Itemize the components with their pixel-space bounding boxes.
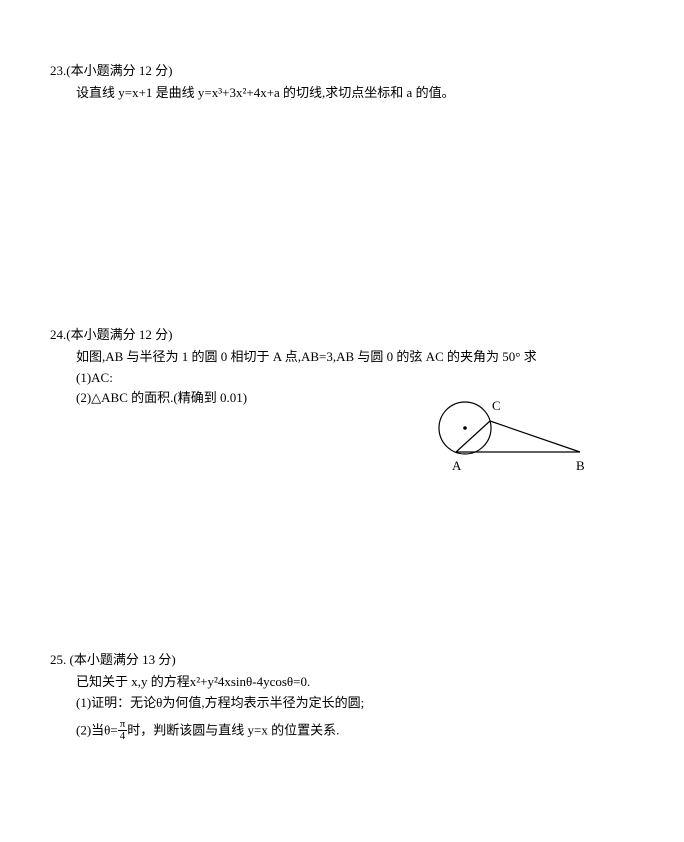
problem-25-sub2-post: 时，判断该圆与直线 y=x 的位置关系. — [127, 722, 339, 737]
problem-24-number: 24. — [50, 327, 66, 342]
problem-25: 25. (本小题满分 13 分) 已知关于 x,y 的方程x²+y²4xsinθ… — [50, 649, 634, 743]
problem-24-header: 24.(本小题满分 12 分) — [50, 324, 634, 343]
problem-23-header: 23.(本小题满分 12 分) — [50, 60, 634, 79]
problem-25-number: 25. — [50, 652, 66, 667]
figure-center-dot — [463, 426, 467, 430]
problem-25-points: (本小题满分 13 分) — [70, 652, 176, 667]
figure-svg: C A B — [420, 388, 600, 498]
fraction-denominator: 4 — [118, 731, 128, 742]
problem-23-points: (本小题满分 12 分) — [66, 63, 172, 78]
problem-25-sub1: (1)证明：无论θ为何值,方程均表示半径为定长的圆; — [76, 693, 634, 714]
page: 23.(本小题满分 12 分) 设直线 y=x+1 是曲线 y=x³+3x²+4… — [0, 0, 684, 783]
problem-23-number: 23. — [50, 63, 66, 78]
problem-25-sub2: (2)当θ=π4时，判断该圆与直线 y=x 的位置关系. — [76, 720, 634, 743]
figure-line-cb — [490, 421, 580, 452]
problem-24-points: (本小题满分 12 分) — [66, 327, 172, 342]
fraction-numerator: π — [118, 719, 128, 731]
problem-24-sub1: (1)AC: — [76, 368, 634, 389]
figure-chord-ac — [456, 421, 490, 452]
problem-24-text: 如图,AB 与半径为 1 的圆 0 相切于 A 点,AB=3,AB 与圆 0 的… — [76, 347, 634, 368]
figure-label-b: B — [576, 458, 585, 473]
problem-23: 23.(本小题满分 12 分) 设直线 y=x+1 是曲线 y=x³+3x²+4… — [50, 60, 634, 104]
figure-label-c: C — [492, 398, 501, 413]
problem-25-body: 已知关于 x,y 的方程x²+y²4xsinθ-4ycosθ=0. (1)证明：… — [50, 672, 634, 743]
fraction-pi-over-4: π4 — [118, 719, 128, 742]
figure-circle-triangle: C A B — [420, 388, 600, 498]
figure-label-a: A — [452, 458, 462, 473]
spacer-1 — [50, 124, 634, 324]
problem-23-body: 设直线 y=x+1 是曲线 y=x³+3x²+4x+a 的切线,求切点坐标和 a… — [50, 83, 634, 104]
problem-23-text: 设直线 y=x+1 是曲线 y=x³+3x²+4x+a 的切线,求切点坐标和 a… — [76, 85, 455, 100]
problem-25-text: 已知关于 x,y 的方程x²+y²4xsinθ-4ycosθ=0. — [76, 672, 634, 693]
problem-25-header: 25. (本小题满分 13 分) — [50, 649, 634, 668]
problem-25-sub2-pre: (2)当θ= — [76, 722, 118, 737]
